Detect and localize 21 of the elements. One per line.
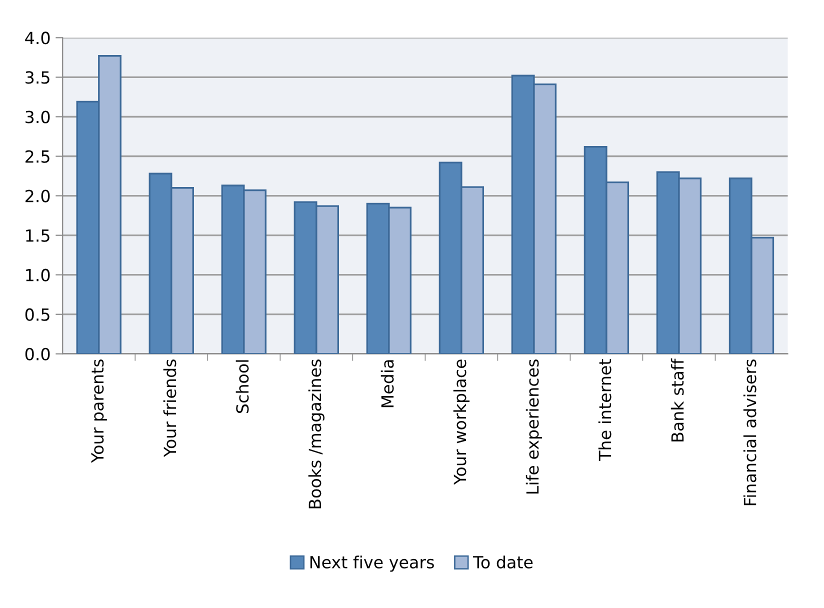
legend-label: To date: [473, 556, 533, 568]
x-tick-label: Life experiences: [526, 360, 542, 494]
x-tick-label: School: [236, 360, 249, 413]
x-tick-label: Financial advisers: [743, 360, 756, 506]
x-tick-label: Books /magazines: [308, 360, 324, 508]
legend-label: Next five years: [310, 556, 434, 572]
x-tick-label: Your friends: [163, 360, 176, 458]
y-tick-label: 2.5: [26, 150, 50, 163]
y-tick-label: 1.5: [26, 229, 50, 242]
y-tick-label: 4.0: [25, 32, 50, 44]
y-tick-label: 1.0: [26, 268, 50, 282]
y-tick-label: 3.0: [26, 110, 50, 124]
x-tick-label: The internet: [598, 359, 612, 461]
x-tick-label: Bank staff: [670, 358, 684, 442]
x-tick-label: Media: [380, 360, 394, 408]
y-tick-label: 0.0: [25, 348, 50, 360]
x-tick-label: Your workplace: [453, 360, 470, 485]
y-tick-label: 0.5: [25, 308, 50, 321]
x-tick-label: Your parents: [91, 360, 107, 463]
y-tick-label: 2.0: [26, 190, 50, 202]
y-tick-label: 3.5: [26, 71, 50, 84]
